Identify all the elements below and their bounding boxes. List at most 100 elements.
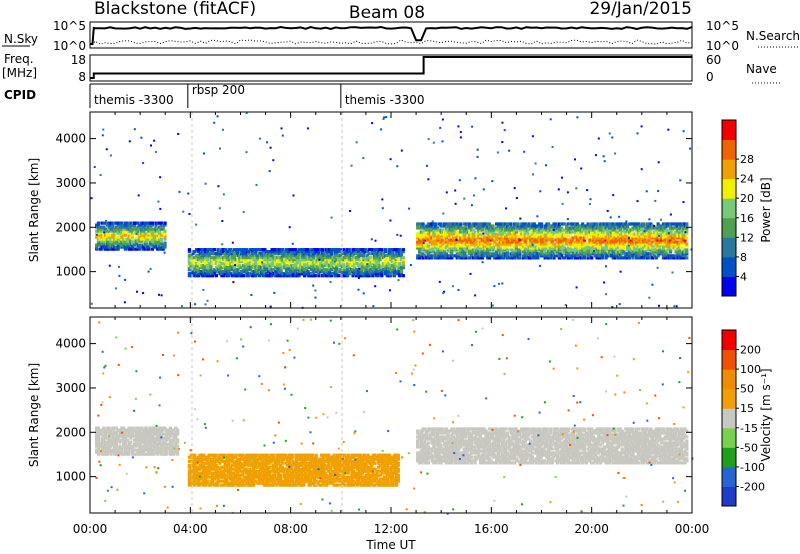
power-cell <box>328 260 332 264</box>
power-cell <box>667 238 671 242</box>
power-cell <box>609 252 613 256</box>
power-cell <box>633 226 637 230</box>
power-cell <box>131 239 135 243</box>
power-cell <box>351 264 355 268</box>
power-cell <box>469 272 472 275</box>
power-cell <box>109 227 113 231</box>
power-cell <box>570 240 574 244</box>
velocity-cell <box>154 442 158 446</box>
velocity-cell <box>205 465 209 469</box>
power-cell <box>586 248 590 252</box>
power-cell <box>389 219 392 222</box>
power-cell <box>654 238 658 242</box>
power-cell <box>367 262 371 266</box>
power-cell <box>337 258 341 262</box>
power-cell <box>552 242 556 246</box>
power-cell <box>365 272 369 276</box>
power-cell <box>369 268 373 272</box>
power-cell <box>107 233 111 237</box>
velocity-cell <box>165 442 169 446</box>
power-cell <box>399 252 404 256</box>
power-cell <box>638 238 642 242</box>
power-cell <box>495 236 499 240</box>
power-cell <box>196 266 200 270</box>
power-cell <box>618 246 622 250</box>
velocity-cell <box>161 436 165 440</box>
power-cell <box>606 240 610 244</box>
velocity-cell <box>198 483 202 487</box>
power-cell <box>392 254 396 258</box>
power-cell <box>335 270 339 274</box>
power-cell <box>444 228 448 232</box>
power-cell <box>311 268 316 272</box>
velocity-cell <box>170 440 174 444</box>
power-cell <box>457 240 461 244</box>
power-cell <box>435 242 439 246</box>
power-cell <box>491 180 494 183</box>
velocity-cell <box>143 442 147 446</box>
power-cell <box>486 248 490 252</box>
power-cell <box>373 250 377 254</box>
power-cell <box>509 242 513 246</box>
power-cell <box>140 237 144 241</box>
power-cell <box>223 256 227 260</box>
power-cell <box>373 270 377 274</box>
power-cell <box>582 230 587 234</box>
velocity-cell <box>96 438 100 442</box>
power-colorbar-swatch <box>722 139 736 160</box>
power-cell <box>631 222 635 226</box>
power-cell <box>547 226 551 230</box>
power-cell <box>187 272 191 276</box>
power-cell <box>243 262 247 266</box>
power-cell <box>590 228 594 232</box>
velocity-cell <box>170 438 174 442</box>
power-cell <box>658 244 662 248</box>
power-cell <box>678 242 682 246</box>
power-cell <box>430 248 434 252</box>
power-cell <box>495 252 499 256</box>
power-cell <box>620 238 624 242</box>
power-cell <box>475 226 479 230</box>
velocity-cell <box>129 446 133 450</box>
power-cell <box>288 268 292 272</box>
power-cell <box>394 250 398 254</box>
power-cell <box>635 240 639 244</box>
power-cell <box>617 232 621 236</box>
power-cell <box>487 248 491 252</box>
power-cell <box>439 238 443 242</box>
velocity-cell <box>140 452 144 456</box>
power-cell <box>261 274 265 278</box>
power-cell <box>466 242 470 246</box>
power-cell <box>635 232 639 236</box>
power-cell <box>272 268 276 272</box>
power-cell <box>572 226 576 230</box>
power-cell <box>113 231 117 235</box>
power-cell <box>127 227 131 231</box>
power-cell <box>380 264 384 268</box>
power-cell <box>328 272 332 276</box>
power-cell <box>295 260 299 264</box>
power-cell <box>478 226 483 230</box>
power-cell <box>255 183 258 186</box>
power-cell <box>95 231 99 235</box>
power-cell <box>292 252 296 256</box>
velocity-cell <box>100 442 104 446</box>
power-cell <box>552 232 556 236</box>
power-cell <box>530 232 535 236</box>
power-cell <box>667 240 671 244</box>
power-cell <box>158 235 162 239</box>
power-cell <box>556 226 560 230</box>
power-cell <box>134 239 138 243</box>
power-cell <box>475 248 479 252</box>
power-cell <box>335 266 339 270</box>
power-cell <box>223 270 227 274</box>
power-cell <box>462 246 466 250</box>
power-cell <box>299 270 303 274</box>
power-cell <box>207 268 211 272</box>
power-cell <box>500 232 504 236</box>
velocity-cell <box>136 428 140 432</box>
power-cell <box>308 258 312 262</box>
power-cell <box>620 242 624 246</box>
power-cell <box>588 234 592 238</box>
power-cell <box>647 256 651 260</box>
